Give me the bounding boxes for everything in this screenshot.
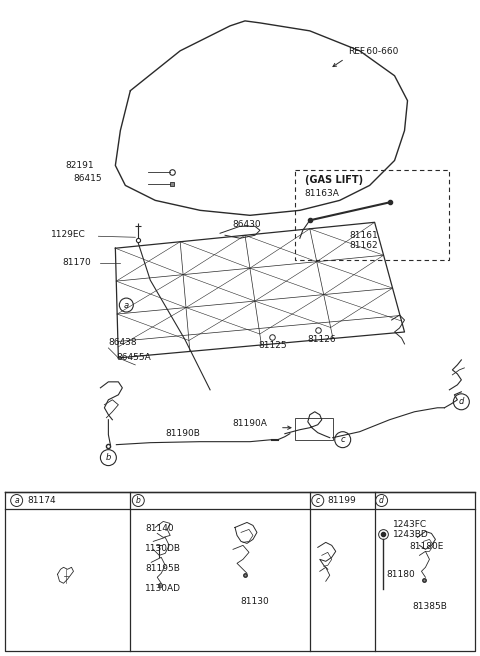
Text: 86415: 86415 xyxy=(73,174,102,184)
Text: 81161: 81161 xyxy=(350,232,378,240)
Text: 81180: 81180 xyxy=(386,570,415,579)
Text: 81130: 81130 xyxy=(240,597,269,606)
Text: 81126: 81126 xyxy=(308,335,336,344)
Text: c: c xyxy=(316,496,320,505)
Text: 86455A: 86455A xyxy=(116,353,151,362)
Text: d: d xyxy=(459,398,464,406)
Text: 81195B: 81195B xyxy=(145,564,180,573)
Text: 81190B: 81190B xyxy=(165,428,200,438)
Text: a: a xyxy=(124,300,129,310)
Text: 81140: 81140 xyxy=(145,524,174,533)
Text: 81125: 81125 xyxy=(258,341,287,350)
Text: 81162: 81162 xyxy=(350,241,378,250)
Text: 82191: 82191 xyxy=(65,161,94,171)
Text: 1243BD: 1243BD xyxy=(393,531,428,539)
Text: 1129EC: 1129EC xyxy=(50,230,85,239)
Text: 86430: 86430 xyxy=(232,220,261,230)
Text: d: d xyxy=(379,496,384,505)
Text: a: a xyxy=(14,496,19,505)
Text: 81190A: 81190A xyxy=(232,419,267,428)
Text: 81174: 81174 xyxy=(28,497,56,506)
Bar xyxy=(295,418,333,440)
Text: 81163A: 81163A xyxy=(305,190,340,198)
Text: 1243FC: 1243FC xyxy=(393,520,427,529)
Text: 1130DB: 1130DB xyxy=(145,544,181,554)
Text: b: b xyxy=(106,453,111,462)
Text: (GAS LIFT): (GAS LIFT) xyxy=(305,175,363,186)
Text: 81170: 81170 xyxy=(62,258,91,267)
Text: REF.60-660: REF.60-660 xyxy=(348,47,398,56)
Text: c: c xyxy=(340,435,345,444)
Text: 81385B: 81385B xyxy=(412,602,447,611)
Bar xyxy=(295,171,449,260)
Text: 81180E: 81180E xyxy=(409,543,444,551)
Text: b: b xyxy=(136,496,141,505)
Text: 81199: 81199 xyxy=(328,497,357,506)
Text: 86438: 86438 xyxy=(108,338,137,347)
Text: 1130AD: 1130AD xyxy=(145,584,181,593)
